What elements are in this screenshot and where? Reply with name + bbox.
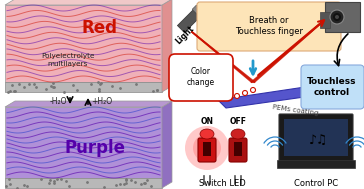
Circle shape bbox=[185, 126, 229, 170]
Polygon shape bbox=[218, 83, 340, 108]
Circle shape bbox=[250, 88, 256, 92]
Text: ON: ON bbox=[201, 118, 214, 126]
FancyBboxPatch shape bbox=[279, 114, 353, 161]
Polygon shape bbox=[5, 101, 172, 107]
FancyBboxPatch shape bbox=[203, 142, 211, 156]
Polygon shape bbox=[5, 178, 162, 188]
Text: Control PC: Control PC bbox=[294, 178, 338, 187]
Polygon shape bbox=[5, 107, 162, 178]
Circle shape bbox=[330, 10, 344, 24]
Text: -H₂O: -H₂O bbox=[50, 97, 67, 105]
Text: Red: Red bbox=[82, 19, 118, 37]
Circle shape bbox=[335, 15, 339, 19]
Text: ♪♫: ♪♫ bbox=[309, 133, 329, 146]
Text: Color
change: Color change bbox=[187, 67, 215, 87]
FancyBboxPatch shape bbox=[169, 54, 233, 101]
Text: Light: Light bbox=[174, 24, 196, 46]
FancyBboxPatch shape bbox=[320, 12, 330, 28]
Polygon shape bbox=[5, 5, 162, 82]
Bar bbox=[192, 5, 205, 18]
Polygon shape bbox=[162, 101, 172, 188]
FancyBboxPatch shape bbox=[234, 142, 242, 156]
Bar bbox=[177, 10, 200, 33]
FancyBboxPatch shape bbox=[229, 138, 247, 162]
FancyBboxPatch shape bbox=[325, 2, 360, 32]
FancyBboxPatch shape bbox=[277, 160, 355, 168]
FancyBboxPatch shape bbox=[197, 2, 341, 51]
Text: OFF: OFF bbox=[229, 118, 246, 126]
Circle shape bbox=[234, 94, 240, 98]
Text: +H₂O: +H₂O bbox=[91, 97, 112, 105]
Text: Purple: Purple bbox=[64, 139, 126, 157]
Text: Switch LED: Switch LED bbox=[199, 178, 245, 187]
Ellipse shape bbox=[231, 129, 245, 139]
Polygon shape bbox=[162, 0, 172, 92]
Polygon shape bbox=[5, 0, 172, 5]
FancyBboxPatch shape bbox=[301, 65, 364, 109]
Text: Touchless
control: Touchless control bbox=[307, 77, 357, 97]
Ellipse shape bbox=[200, 129, 214, 139]
Text: Polyelectrolyte
multilayers: Polyelectrolyte multilayers bbox=[41, 53, 95, 67]
Polygon shape bbox=[5, 82, 162, 92]
Circle shape bbox=[333, 13, 341, 21]
FancyBboxPatch shape bbox=[284, 119, 348, 156]
FancyBboxPatch shape bbox=[198, 138, 216, 162]
Text: Breath or
Touchless finger: Breath or Touchless finger bbox=[235, 16, 303, 36]
Circle shape bbox=[193, 134, 221, 162]
Text: PEMs coating: PEMs coating bbox=[272, 104, 318, 116]
Circle shape bbox=[242, 91, 248, 95]
